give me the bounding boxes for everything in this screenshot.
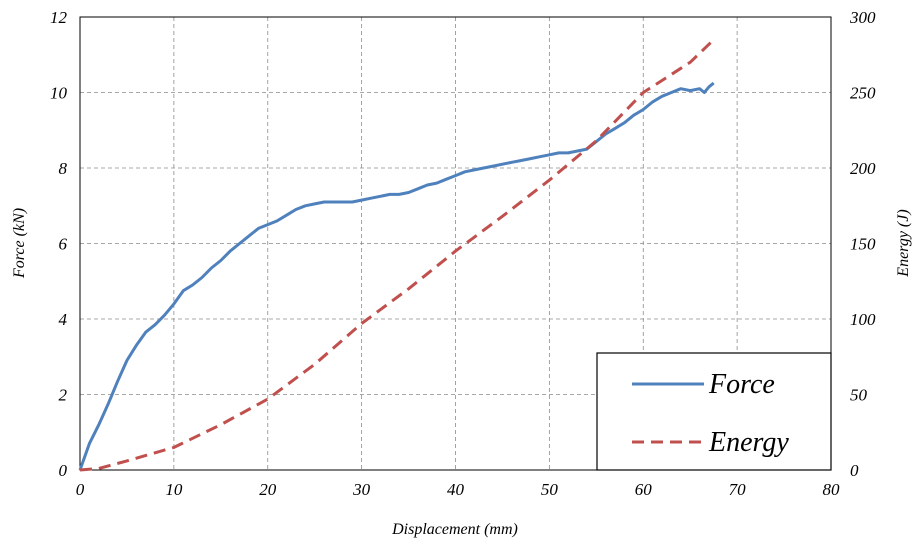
x-tick-label: 70 [729,480,747,499]
y2-tick-label: 200 [850,159,876,178]
y-tick-label: 4 [59,310,68,329]
series-line-force [78,81,715,471]
legend-label-force: Force [708,369,775,400]
y2-tick-label: 50 [850,386,868,405]
y-axis-title: Force (kN) [11,208,28,279]
tick-labels: 0 10 20 30 40 50 60 70 80 0 2 4 6 8 10 12 0 50 100 150 200 25… [50,8,876,499]
y-tick-label: 8 [59,159,68,178]
x-tick-label: 60 [635,480,653,499]
x-tick-label: 80 [823,480,841,499]
x-tick-label: 30 [352,480,371,499]
y2-tick-label: 150 [850,235,876,254]
legend-label-energy: Energy [708,427,789,458]
legend-box [596,352,832,471]
y2-tick-label: 300 [849,8,876,27]
x-tick-label: 50 [541,480,559,499]
plot-area-border [79,16,832,471]
y2-tick-label: 100 [850,310,876,329]
y-tick-label: 2 [59,386,68,405]
x-tick-label: 0 [76,480,85,499]
x-axis-title: Displacement (mm) [391,521,518,538]
series-line-energy [79,38,715,472]
legend: Force Energy [596,352,832,471]
y-tick-label: 12 [50,8,68,27]
y2-tick-label: 250 [850,84,876,103]
series-lines [78,38,715,472]
y-tick-label: 0 [59,461,68,480]
x-tick-label: 20 [259,480,277,499]
y-tick-label: 10 [50,84,68,103]
x-tick-label: 40 [447,480,465,499]
y-tick-label: 6 [59,235,68,254]
y2-axis-title: Energy (J) [895,209,912,277]
y2-tick-label: 0 [850,461,859,480]
x-tick-label: 10 [165,480,183,499]
